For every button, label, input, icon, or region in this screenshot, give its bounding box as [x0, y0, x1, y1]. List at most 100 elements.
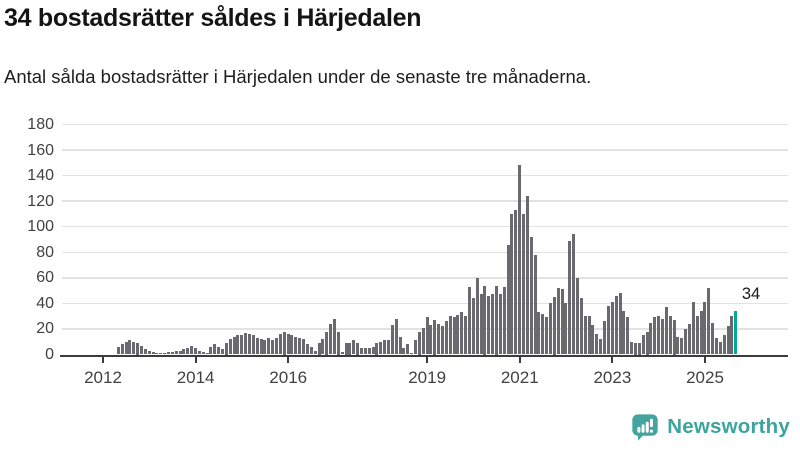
- bar: [460, 312, 464, 355]
- bar: [190, 345, 194, 355]
- bar: [614, 295, 618, 355]
- bar: [240, 335, 244, 355]
- bar: [278, 334, 282, 355]
- bar: [560, 289, 564, 355]
- y-gridline: [62, 123, 788, 126]
- bar: [714, 337, 718, 355]
- bar: [730, 316, 734, 355]
- bar: [533, 254, 537, 355]
- bar: [221, 349, 225, 355]
- bar: [421, 327, 425, 355]
- bar: [603, 321, 607, 355]
- bar: [479, 294, 483, 355]
- bar: [379, 341, 383, 355]
- bar: [336, 331, 340, 355]
- bar: [313, 350, 317, 355]
- bar: [224, 343, 228, 355]
- y-axis-tick-label: 40: [36, 294, 54, 312]
- bar: [452, 317, 456, 355]
- bar: [545, 317, 549, 355]
- bar-chart-speech-bubble-icon: [631, 413, 659, 441]
- bar: [194, 348, 198, 355]
- y-gridline: [62, 174, 788, 177]
- bar: [228, 339, 232, 355]
- bar: [236, 335, 240, 355]
- bar: [707, 288, 711, 355]
- y-axis-tick-label: 60: [36, 269, 54, 287]
- bar: [120, 344, 124, 355]
- bar: [170, 351, 174, 355]
- y-gridline: [62, 200, 788, 202]
- bar: [576, 277, 580, 355]
- bar: [734, 311, 738, 355]
- bar: [703, 302, 707, 355]
- bar: [244, 332, 248, 355]
- bar: [143, 349, 147, 355]
- bar: [367, 348, 371, 355]
- y-gridline: [62, 328, 788, 330]
- y-gridline: [62, 302, 788, 305]
- bar: [448, 316, 452, 355]
- bar: [556, 288, 560, 355]
- bar: [321, 339, 325, 355]
- bar: [475, 277, 479, 355]
- bar: [471, 298, 475, 355]
- bar: [402, 348, 406, 355]
- y-axis-tick-label: 140: [27, 167, 54, 185]
- y-axis-tick-label: 180: [27, 116, 54, 133]
- y-gridline: [62, 251, 788, 253]
- bar: [147, 350, 151, 355]
- bar: [456, 314, 460, 355]
- x-axis-tick-label: 2012: [84, 367, 122, 387]
- bar: [282, 331, 286, 355]
- bar: [440, 326, 444, 355]
- bar: [587, 316, 591, 355]
- bar: [344, 343, 348, 355]
- bar: [699, 311, 703, 355]
- x-axis-tick: [194, 357, 197, 363]
- bar: [606, 305, 610, 355]
- bar: [124, 341, 128, 355]
- bar: [572, 234, 576, 355]
- bar: [618, 293, 622, 355]
- bar: [406, 344, 410, 355]
- bar: [182, 349, 186, 355]
- x-axis-tick: [287, 357, 290, 363]
- bar: [726, 326, 730, 355]
- bar: [329, 323, 333, 355]
- bar: [633, 343, 637, 355]
- bar: [541, 313, 545, 355]
- bar: [537, 312, 541, 355]
- x-axis-tick-label: 2014: [176, 367, 215, 387]
- bar: [217, 346, 221, 355]
- x-axis-tick: [611, 357, 614, 363]
- x-axis-line: [60, 354, 788, 358]
- bar: [394, 318, 398, 355]
- bar: [722, 335, 726, 355]
- bar: [718, 341, 722, 355]
- bar: [286, 334, 290, 355]
- bar: [657, 316, 661, 355]
- bar: [205, 353, 209, 355]
- bar: [483, 285, 487, 355]
- y-axis-tick-label: 20: [36, 320, 54, 338]
- x-axis-tick-label: 2025: [686, 367, 724, 387]
- bar: [163, 353, 167, 355]
- bar: [711, 322, 715, 355]
- bar: [444, 321, 448, 355]
- bar: [167, 351, 170, 355]
- bar: [610, 302, 614, 355]
- bar: [305, 344, 309, 355]
- newsworthy-logo: Newsworthy: [631, 413, 790, 441]
- bar: [417, 331, 421, 355]
- bar: [684, 328, 688, 355]
- bar: [132, 341, 136, 355]
- bar: [498, 294, 502, 355]
- bar: [359, 348, 363, 355]
- chart-subtitle: Antal sålda bostadsrätter i Härjedalen u…: [4, 66, 592, 87]
- bar: [383, 340, 387, 355]
- x-axis-tick-label: 2021: [500, 367, 539, 387]
- bar: [672, 320, 676, 355]
- bar: [271, 340, 275, 355]
